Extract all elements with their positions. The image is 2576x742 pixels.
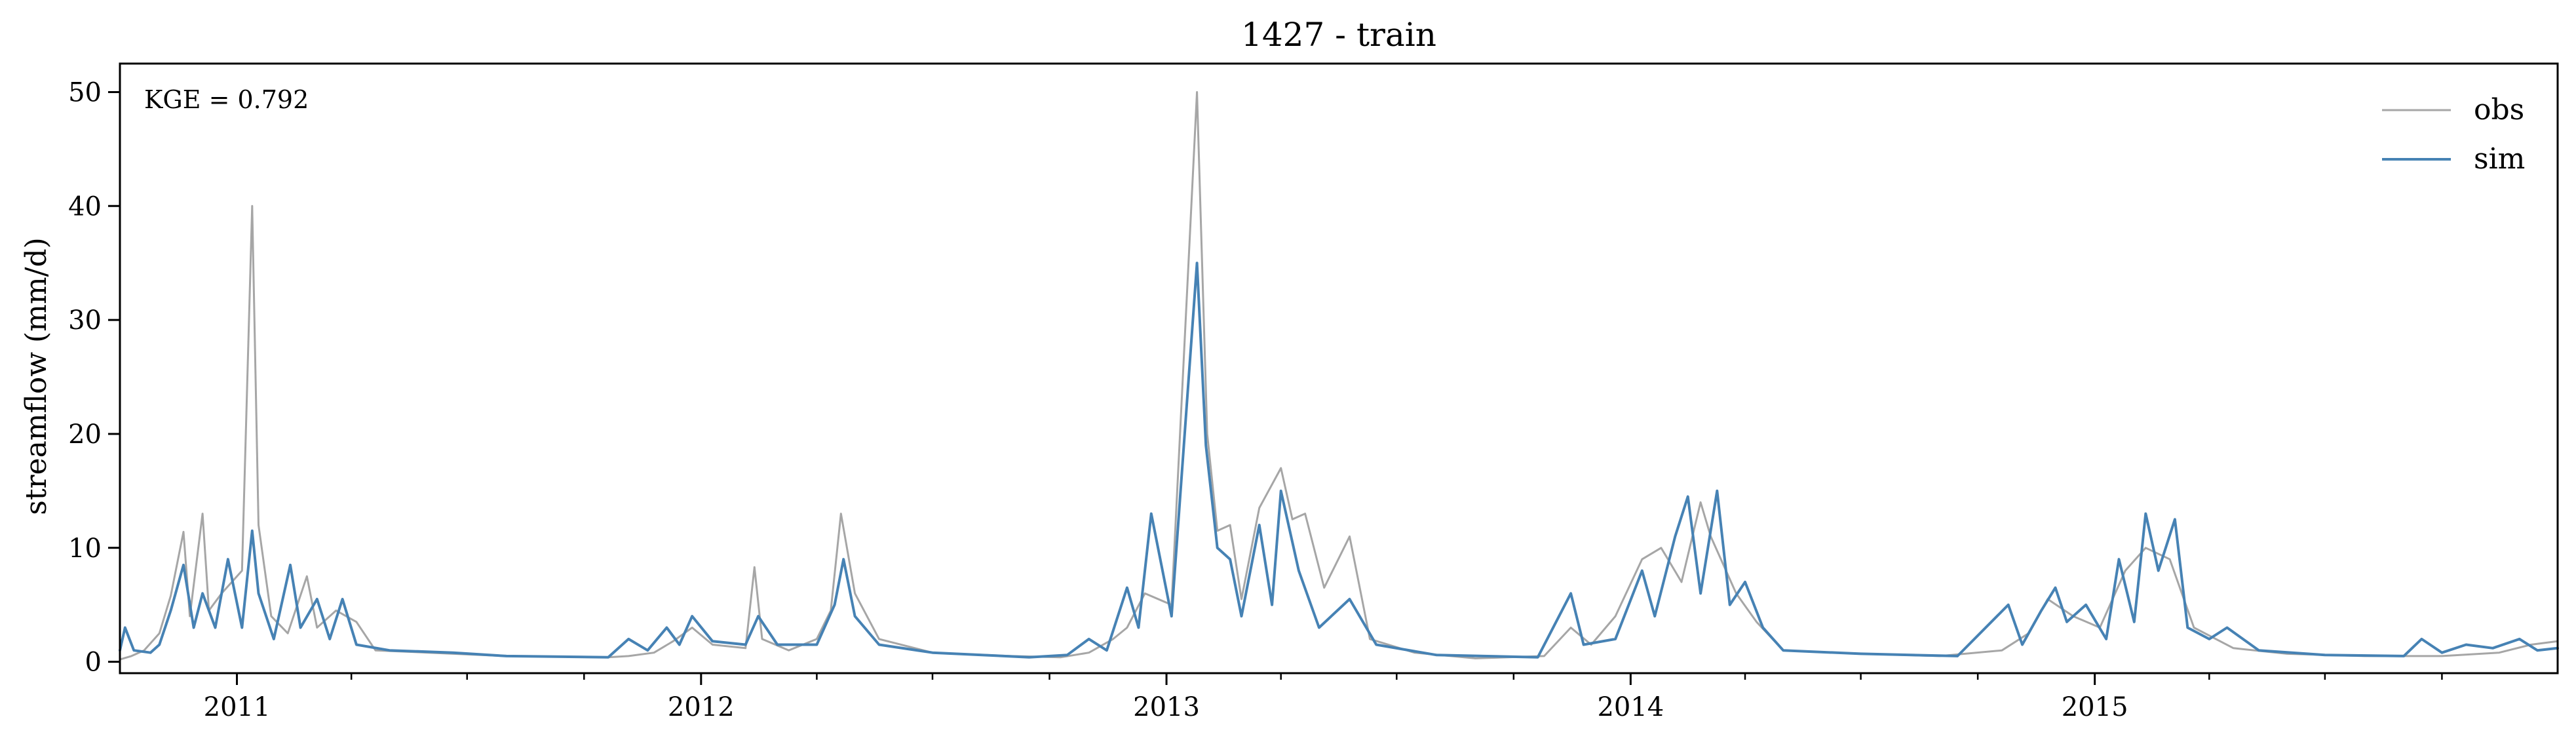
y-tick-label: 30 bbox=[68, 305, 102, 336]
y-tick-label: 40 bbox=[68, 191, 102, 222]
chart-title: 1427 - train bbox=[1241, 16, 1436, 54]
series-layer bbox=[119, 91, 2559, 661]
y-tick-label: 50 bbox=[68, 77, 102, 107]
plot-frame bbox=[119, 62, 2559, 674]
legend-label-sim: sim bbox=[2474, 142, 2525, 176]
x-axis: 2011 2012 2013 2014 2015 bbox=[204, 673, 2443, 722]
series-line-sim bbox=[119, 262, 2559, 659]
x-tick-label: 2012 bbox=[668, 692, 735, 722]
y-axis-label: streamflow (mm/d) bbox=[20, 237, 53, 515]
legend-label-obs: obs bbox=[2474, 93, 2524, 127]
x-tick-label: 2011 bbox=[204, 692, 271, 722]
y-tick-label: 10 bbox=[68, 534, 102, 564]
x-tick-label: 2013 bbox=[1133, 692, 1200, 722]
y-tick-label: 20 bbox=[68, 420, 102, 450]
kge-annotation: KGE = 0.792 bbox=[144, 85, 309, 114]
y-axis: 0 10 20 30 40 50 bbox=[68, 77, 120, 678]
x-tick-label: 2015 bbox=[2062, 692, 2128, 722]
y-tick-label: 0 bbox=[85, 648, 102, 678]
chart-legend: obs sim bbox=[2382, 93, 2525, 176]
x-tick-label: 2014 bbox=[1597, 692, 1664, 722]
